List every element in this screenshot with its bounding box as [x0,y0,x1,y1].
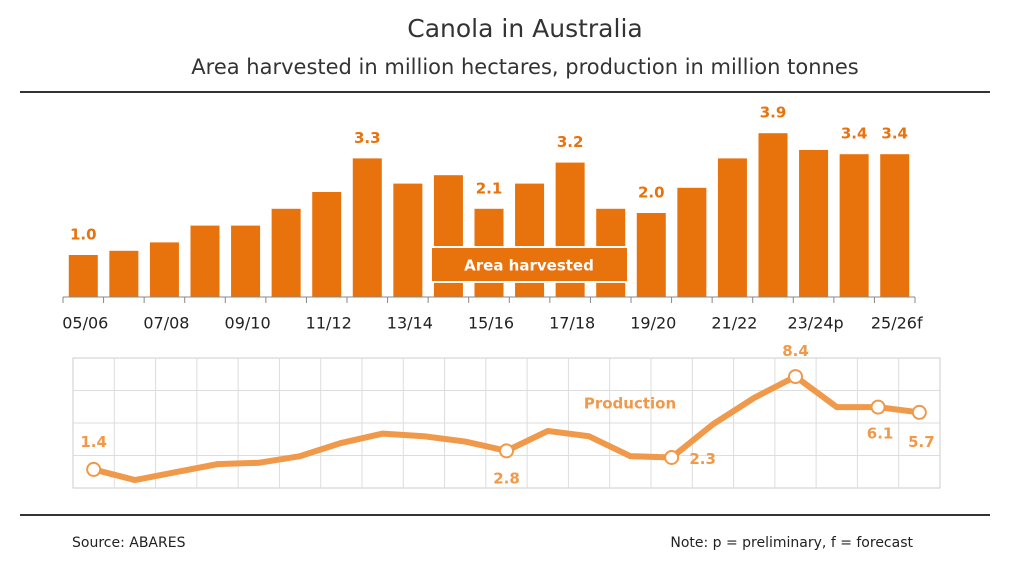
bar [393,183,423,297]
x-tick-label: 09/10 [225,314,271,333]
x-tick-label: 07/08 [143,314,189,333]
note: Note: p = preliminary, f = forecast [670,535,913,551]
x-tick-label: 19/20 [630,314,676,333]
bar [231,225,261,297]
x-tick-label: 13/14 [387,314,433,333]
value-label: 3.9 [760,104,787,122]
bar [799,150,829,297]
bar [190,225,220,297]
x-tick-label: 05/06 [62,314,108,333]
bar [109,250,139,297]
bar [312,192,342,297]
bar [352,158,382,297]
value-label: 2.8 [493,469,520,487]
point [870,399,886,415]
value-label: 2.0 [638,184,665,202]
value-label: 6.1 [867,425,894,443]
x-tick-label: 17/18 [549,314,595,333]
x-tick-label: 25/26f [871,314,923,333]
area-panel: 1.0 05/06 07/08 09/10 11/12 3.3 13/14 2.1 15/16 3… [62,104,923,333]
point [788,369,803,385]
bar [758,133,788,297]
bar [271,208,301,297]
series-label-box [430,246,629,283]
value-label: 8.4 [782,342,809,360]
line [92,373,920,484]
series-label: Area harvested [464,257,594,275]
x-tick-label: 23/24p [787,314,843,333]
value-label: 2.1 [476,179,503,197]
value-label: 3.4 [881,125,908,143]
value-label: 3.3 [354,129,381,147]
x-tick-label: 15/16 [468,314,514,333]
bar [717,158,747,297]
bar [149,242,179,297]
point [911,404,927,420]
chart-title: Canola in Australia [407,14,642,43]
bar [68,255,98,297]
point [499,443,514,459]
bar [880,154,910,297]
value-label: 1.4 [80,433,107,451]
chart-subtitle: Area harvested in million hectares, prod… [191,55,858,79]
source: Source: ABARES [72,535,186,551]
x-tick-label: 21/22 [711,314,757,333]
point [664,449,680,465]
production-panel: 1.4 2.8 2.3 8.4 6.1 5.7 Production [72,342,941,489]
value-label: 3.4 [841,125,868,143]
value-label: 5.7 [908,433,935,451]
value-label: 2.3 [689,450,716,468]
value-label: 1.0 [70,226,97,244]
x-tick-label: 11/12 [306,314,352,333]
bar [839,154,869,297]
value-label: 3.2 [557,133,584,151]
bar [636,213,666,297]
point [86,461,102,477]
bar [677,187,707,297]
series-label: Production [584,395,676,413]
